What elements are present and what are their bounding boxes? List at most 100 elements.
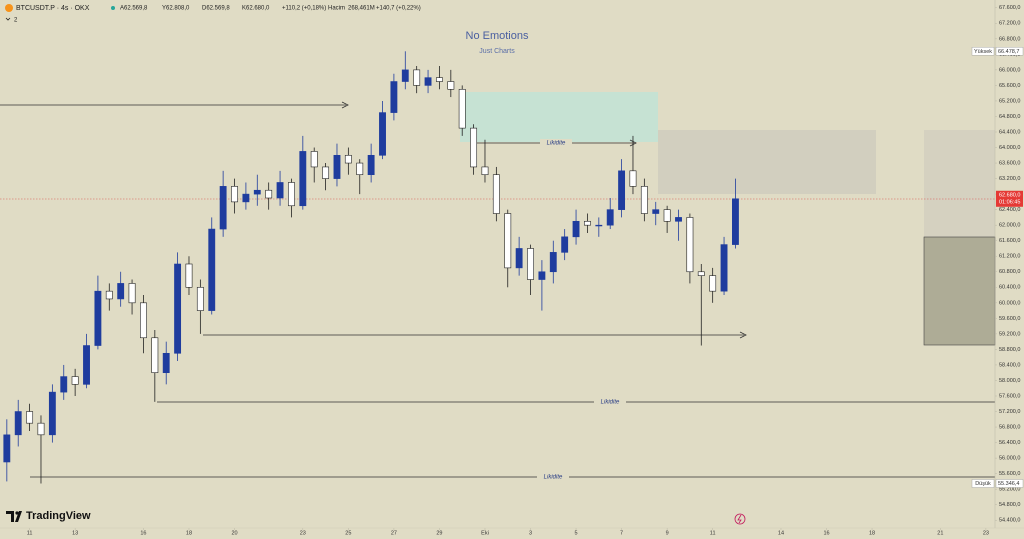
candle-body [117,283,125,300]
candle-body [720,244,728,292]
x-tick-label: 9 [666,530,669,536]
collapse-icon[interactable] [5,17,11,21]
candle-body [26,411,34,424]
x-tick-label: 11 [27,530,33,536]
symbol[interactable]: BTCUSDT.P · 4s · OKX [16,5,90,12]
y-tick-label: 61.600,0 [999,238,1020,244]
candle-body [367,154,375,176]
y-tick-label: 64.800,0 [999,114,1020,120]
candle-body [572,220,580,238]
candle-body [140,302,147,339]
y-tick-label: 58.000,0 [999,378,1020,384]
marker-low-label: 55.346,4 [998,481,1019,487]
zone-right-top [924,130,995,237]
alert-bolt [737,514,742,524]
y-tick-label: 63.200,0 [999,176,1020,182]
candle-body [276,182,284,199]
countdown: 01:06:45 [999,200,1020,206]
volume-label: Hacim [328,6,345,12]
chart-title: No Emotions [466,30,529,42]
ohlc-low: D62.569,8 [202,6,230,12]
candle-body [424,77,432,86]
y-tick-label: 57.600,0 [999,393,1020,399]
candle-body [60,376,68,393]
y-tick-label: 67.200,0 [999,21,1020,27]
y-tick-label: 58.800,0 [999,347,1020,353]
candle-body [538,271,546,280]
annotation: Likidite [544,475,563,481]
annotation: Likidite [547,141,566,147]
status-dot [111,6,115,10]
candle-body [390,81,398,113]
candle-body [458,88,466,129]
candle-body [265,189,273,199]
candle-body [94,290,102,346]
candle-body [310,151,318,168]
y-tick-label: 64.400,0 [999,129,1020,135]
candle-body [162,352,170,374]
candle-body [618,170,626,210]
candle-body [527,248,534,280]
candle-body [128,283,136,304]
x-tick-label: 16 [823,530,829,536]
y-tick-label: 54.800,0 [999,502,1020,508]
x-tick-label: 13 [72,530,78,536]
candle-body [322,166,330,179]
x-tick-label: 20 [231,530,237,536]
alert-icon[interactable] [734,513,746,525]
candle-body [14,411,22,436]
candle-body [629,170,637,187]
marker-low-title-bg [971,479,995,488]
volume-change: +140,7 (+0,22%) [376,6,421,12]
candle-body [196,286,204,311]
chart-subtitle: Just Charts [479,48,515,55]
y-tick-label: 62.400,0 [999,207,1020,213]
last-price-badge [996,190,1023,207]
x-tick-label: 11 [710,530,716,536]
marker-high-label: 66.478,7 [998,49,1019,55]
y-tick-label: 66.000,0 [999,67,1020,73]
candle-body [48,391,56,436]
marker-high-title: Yüksek [974,49,992,55]
y-tick-label: 60.000,0 [999,300,1020,306]
candle-body [379,112,386,156]
y-tick-label: 56.800,0 [999,425,1020,431]
y-tick-label: 60.800,0 [999,269,1020,275]
candle-body [697,271,705,276]
zone-gray [658,130,876,194]
indicator-count[interactable]: 2 [14,18,18,24]
candle-body [606,209,614,226]
candle-body [504,213,512,269]
candle-body [401,69,409,82]
candle-body [71,376,79,385]
marker-low-badge [995,479,1024,488]
candle-body [732,198,739,245]
y-tick-label: 65.600,0 [999,83,1020,89]
candle-body [561,236,569,253]
zone-teal [460,92,658,142]
marker-high-badge [995,47,1024,56]
x-tick-label: 23 [983,530,989,536]
candle-body [652,209,660,214]
x-tick-label: 25 [345,530,351,536]
candle-body [344,154,352,164]
brand-logo-dot [15,511,19,515]
y-tick-label: 66.800,0 [999,36,1020,42]
candle-body [185,263,193,288]
candle-body [515,248,523,269]
y-tick-label: 65.200,0 [999,98,1020,104]
y-tick-label: 67.600,0 [999,5,1020,11]
candle-body [584,220,591,226]
y-tick-label: 54.400,0 [999,518,1020,524]
arrow-head [629,139,637,147]
label-bg [540,139,572,147]
y-tick-label: 55.600,0 [999,471,1020,477]
y-tick-label: 58.400,0 [999,362,1020,368]
candle-body [686,217,694,273]
candle-body [595,224,603,227]
candle-body [151,337,159,374]
arrow-head [341,101,349,109]
candle-body [470,127,478,168]
